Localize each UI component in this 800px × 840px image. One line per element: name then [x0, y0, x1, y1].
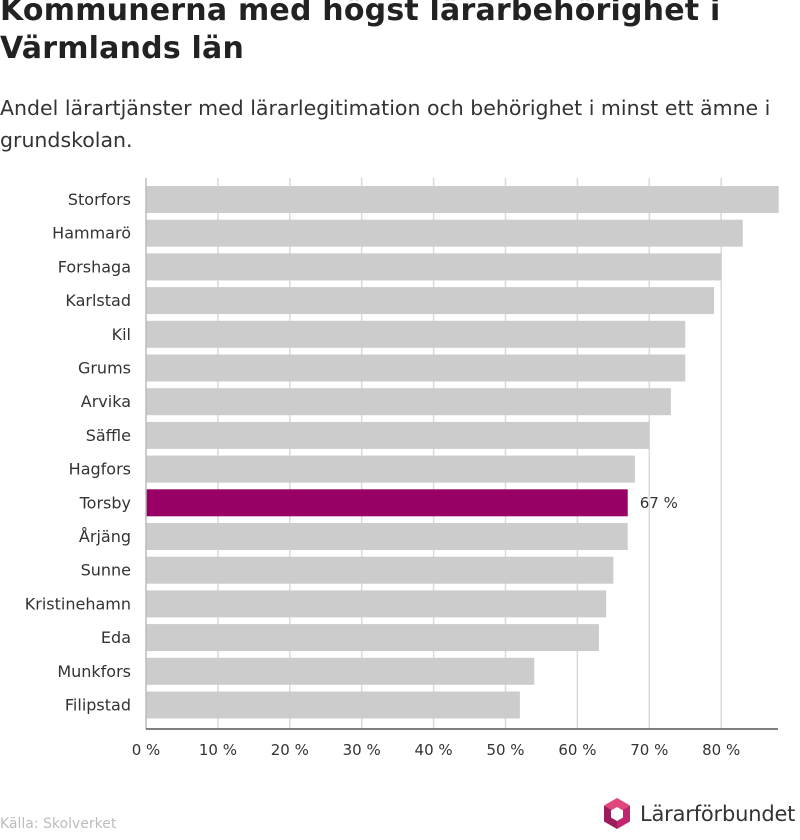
category-label: Forshaga — [58, 257, 131, 276]
x-tick-label: 30 % — [343, 741, 381, 759]
category-label: Årjäng — [79, 527, 131, 546]
category-label: Munkfors — [57, 662, 131, 681]
bar — [146, 455, 635, 483]
x-tick-label: 80 % — [702, 741, 740, 759]
bar — [146, 590, 607, 618]
category-label: Hammarö — [52, 224, 131, 243]
bar — [146, 624, 599, 652]
bar — [146, 489, 628, 517]
category-label: Säffle — [86, 426, 131, 445]
brand-logo: Lärarförbundet — [602, 796, 795, 832]
category-label: Grums — [78, 359, 131, 378]
bar — [146, 523, 628, 550]
bar — [146, 219, 743, 247]
category-label: Sunne — [81, 561, 131, 580]
x-tick-label: 60 % — [558, 741, 596, 759]
category-label: Karlstad — [65, 291, 131, 310]
category-label: Filipstad — [65, 696, 131, 715]
category-label: Hagfors — [69, 460, 131, 479]
bar — [146, 657, 535, 685]
bar — [146, 691, 520, 719]
category-label: Eda — [101, 628, 131, 647]
category-label: Torsby — [79, 493, 131, 512]
bar — [146, 253, 722, 281]
brand-name: Lärarförbundet — [640, 802, 796, 826]
x-tick-label: 0 % — [132, 741, 161, 759]
category-label: Storfors — [68, 190, 131, 209]
x-tick-label: 10 % — [199, 741, 237, 759]
chart-subtitle: Andel lärartjänster med lärarlegitimatio… — [0, 96, 771, 152]
bar — [146, 421, 650, 449]
data-label: 67 % — [640, 494, 678, 512]
category-label: Kil — [112, 325, 131, 344]
source-note: Källa: Skolverket — [0, 816, 117, 832]
x-tick-label: 50 % — [486, 741, 524, 759]
category-label: Kristinehamn — [25, 594, 131, 613]
bar — [146, 287, 715, 315]
chart-title: Kommunerna med högst lärarbehörighet i V… — [0, 0, 721, 66]
lararforbundet-logo-icon — [604, 798, 630, 829]
bar-chart: 0 % 10 % 20 % 30 % 40 % 50 % 60 % 70 % 80 % Storf… — [25, 178, 779, 759]
bar — [146, 186, 779, 213]
bar — [146, 388, 671, 416]
bar — [146, 556, 614, 584]
x-tick-label: 20 % — [271, 741, 309, 759]
bar — [146, 354, 686, 382]
x-tick-label: 70 % — [630, 741, 668, 759]
x-tick-label: 40 % — [415, 741, 453, 759]
bar — [146, 320, 686, 348]
category-label: Arvika — [81, 392, 131, 411]
